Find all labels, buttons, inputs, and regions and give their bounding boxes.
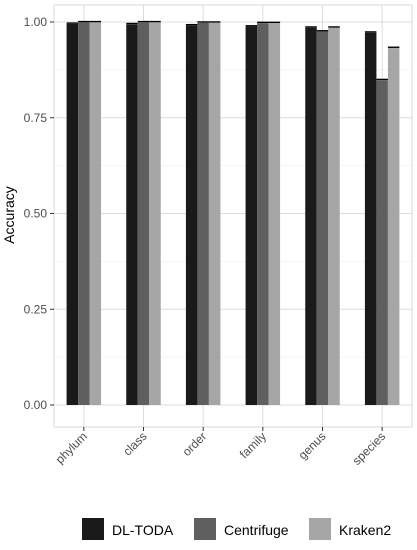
bar-centrifuge-family — [257, 23, 269, 406]
bar-dl-toda-species — [364, 32, 377, 405]
x-axis-ticks: phylum class order family genus species — [53, 427, 389, 468]
bar-centrifuge-genus — [316, 31, 329, 405]
y-axis-ticks: 0.00 0.25 0.50 0.75 1.00 — [24, 15, 54, 412]
x-tick-label-species: species — [350, 429, 389, 468]
legend-swatch-centrifuge — [194, 518, 216, 540]
y-tick-label: 0.50 — [24, 207, 48, 221]
x-tick-label-phylum: phylum — [53, 429, 90, 466]
bar-dl-toda-phylum — [66, 23, 79, 405]
bars — [66, 22, 400, 406]
bar-centrifuge-class — [137, 22, 150, 406]
y-tick-label: 1.00 — [24, 15, 48, 29]
bar-kraken2-order — [208, 22, 221, 406]
bar-centrifuge-phylum — [78, 22, 90, 406]
x-tick-label-class: class — [120, 429, 149, 458]
bar-centrifuge-species — [376, 80, 388, 405]
y-tick-label: 0.75 — [24, 111, 48, 125]
legend-label-kraken2: Kraken2 — [339, 522, 391, 538]
error-bars — [66, 20, 400, 81]
y-tick-label: 0.00 — [24, 398, 48, 412]
bar-dl-toda-genus — [305, 27, 317, 406]
bar-dl-toda-order — [185, 25, 198, 406]
bar-kraken2-genus — [328, 27, 340, 406]
legend-swatch-dl-toda — [82, 518, 104, 540]
x-tick-label-order: order — [180, 429, 210, 459]
legend-label-centrifuge: Centrifuge — [224, 522, 289, 538]
legend-label-dl-toda: DL-TODA — [112, 522, 174, 538]
bar-centrifuge-order — [197, 22, 209, 406]
x-tick-label-family: family — [237, 429, 269, 461]
bar-dl-toda-family — [245, 26, 258, 405]
plot-area — [53, 4, 413, 428]
legend: DL-TODA Centrifuge Kraken2 — [82, 518, 391, 540]
bar-kraken2-class — [149, 22, 161, 406]
y-tick-label: 0.25 — [24, 302, 48, 316]
x-tick-label-genus: genus — [296, 429, 329, 462]
y-axis-title: Accuracy — [1, 186, 17, 244]
bar-kraken2-phylum — [89, 22, 102, 406]
bar-kraken2-family — [268, 23, 281, 406]
legend-swatch-kraken2 — [309, 518, 331, 540]
bar-kraken2-species — [387, 48, 400, 405]
bar-dl-toda-class — [126, 24, 138, 405]
plot-panel — [53, 4, 413, 428]
